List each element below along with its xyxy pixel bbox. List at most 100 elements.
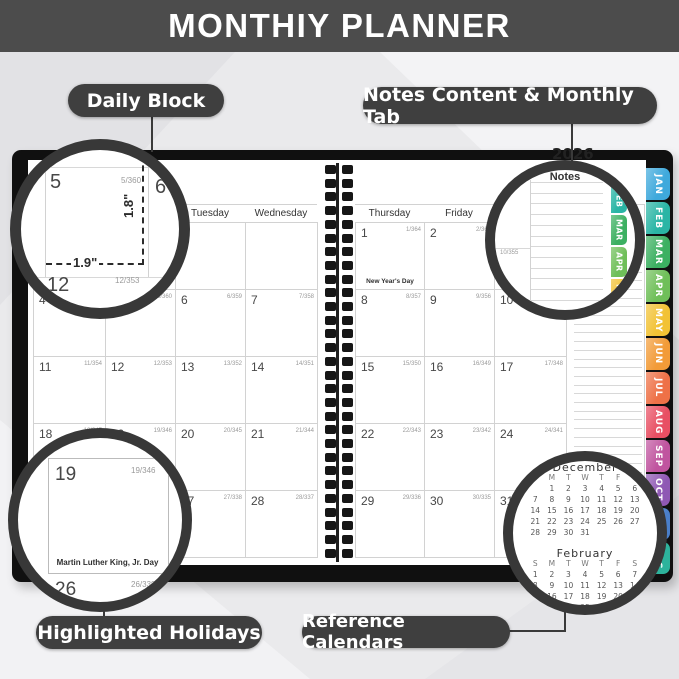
spiral-wire: [336, 163, 339, 562]
spiral-loop: [325, 534, 353, 544]
mini-day: 4: [599, 484, 604, 493]
spiral-loop: [325, 548, 353, 558]
day-of-year-annotation: 6/359: [226, 294, 242, 300]
mini-day: 13: [629, 495, 640, 504]
mini-day: 25: [596, 517, 607, 526]
mini-day: 30: [563, 528, 574, 537]
height-dimension-label: 1.8": [121, 191, 136, 220]
day-number: 23: [430, 427, 444, 441]
callout-reference: Reference Calendars: [302, 611, 510, 653]
day-of-year-annotation: 5/360: [156, 294, 172, 300]
mini-day: [610, 528, 627, 539]
spiral-loop: [325, 384, 353, 394]
spiral-loop: [325, 466, 353, 476]
month-tab-may: MAY: [646, 304, 670, 336]
weekday-friday: Friday: [445, 208, 473, 219]
mini-day: 15: [547, 506, 557, 515]
mini-day: 1: [532, 570, 538, 579]
notes-margin-line: [530, 180, 531, 310]
mini-day: 18: [596, 506, 607, 515]
day-of-year-annotation: 8/357: [405, 294, 421, 300]
mini-day: 27: [613, 603, 623, 612]
day-number: 15: [361, 360, 375, 374]
mag-ann-12: 12/353: [115, 276, 140, 285]
calendar-cell: 17 17/348: [495, 357, 567, 424]
calendar-cell: 29 29/336: [356, 491, 425, 558]
spiral-loop: [325, 206, 353, 216]
month-tab-jul: JUL: [646, 372, 670, 404]
connector-daily-block: [151, 116, 153, 152]
mini-day: 28: [530, 528, 541, 537]
day-of-year-annotation: 21/344: [295, 428, 314, 434]
dow-label: S: [632, 559, 638, 568]
notes-ruled-line: [530, 310, 603, 311]
mini-day: 10: [580, 495, 590, 504]
spiral-loop: [325, 329, 353, 339]
calendar-cell: 14 14/351: [246, 357, 318, 424]
mag-day-12: 12: [47, 274, 70, 296]
mini-day: 17: [563, 592, 574, 601]
mini-day: 3: [566, 570, 571, 579]
mini-day: 4: [582, 570, 588, 579]
month-tab-mar: MAR: [646, 236, 670, 268]
mini-day: 28: [626, 603, 643, 605]
day-of-year-annotation: 2/363: [475, 227, 491, 233]
mini-day: 15: [530, 592, 541, 601]
month-tab-aug: AUG: [646, 406, 670, 438]
magnified-month-tab-mar: MAR: [611, 215, 627, 245]
magnified-month-tab-feb: FEB: [611, 183, 627, 213]
mini-day: 12: [613, 495, 623, 504]
day-of-year-annotation: 24/341: [544, 428, 563, 434]
callout-daily-block-label: Daily Block: [86, 89, 206, 112]
month-tab-label: SEP: [653, 444, 663, 468]
notes-ruled-line: [574, 358, 642, 360]
day-number: 22: [361, 427, 375, 441]
dow-label: T: [566, 559, 571, 568]
mini-calendar-week-row: 21 22 23 24 25 26 27: [527, 517, 643, 528]
day-of-year-annotation: 27/338: [223, 495, 242, 501]
dow-label: M: [548, 473, 556, 482]
mag-edge-fragment: 61: [21, 176, 30, 185]
notes-ruled-line: [574, 375, 642, 377]
mini-day: 12: [596, 581, 607, 590]
calendar-cell: 8 8/357: [356, 290, 425, 357]
spiral-loop: [325, 521, 353, 531]
notes-ruled-line: [530, 278, 603, 280]
mini-day: 8: [532, 581, 538, 590]
mini-day: 26: [596, 603, 607, 612]
day-of-year-annotation: 20/345: [223, 428, 242, 434]
day-number: 4: [39, 293, 46, 307]
day-of-year-annotation: 9/356: [475, 294, 491, 300]
magnifier-daily-block: 5 5/360 6 61 12 12/353 1.9" 1.8": [10, 139, 190, 319]
grid-line: [21, 277, 179, 278]
spiral-loop: [325, 178, 353, 188]
mini-day: [593, 528, 610, 539]
magnified-month-tab-apr: APR: [611, 247, 627, 277]
notes-ruled-line: [530, 235, 603, 237]
calendar-cell: 13 13/352: [176, 357, 246, 424]
month-tab-label: MAR: [614, 219, 624, 241]
spiral-loop: [325, 452, 353, 462]
mini-day: 8: [549, 495, 555, 504]
mini-day: 16: [563, 506, 574, 515]
callout-daily-block: Daily Block: [68, 84, 224, 117]
spiral-loop: [325, 397, 353, 407]
callout-holidays: Highlighted Holidays: [36, 616, 262, 649]
calendar-cell: 11 11/354: [34, 357, 106, 424]
mini-day: 22: [527, 603, 544, 605]
day-number: 6: [181, 293, 188, 307]
spiral-loop: [325, 507, 353, 517]
dow-label: S: [532, 559, 538, 568]
mini-day: 23: [547, 603, 557, 612]
month-tab-jun: JUN: [646, 338, 670, 370]
mini-day: 10: [563, 581, 574, 590]
spiral-loop: [325, 370, 353, 380]
notes-ruled-line: [574, 315, 642, 316]
holiday-name: Martin Luther King, Jr. Day: [56, 558, 159, 567]
mini-day: 20: [613, 592, 623, 601]
calendar-cell: 22 22/343: [356, 424, 425, 491]
mini-day: 3: [582, 484, 588, 493]
notes-ruled-line: [574, 436, 642, 438]
day-of-year-annotation: 30/335: [472, 495, 491, 501]
day-of-year-annotation: 28/337: [295, 495, 314, 501]
